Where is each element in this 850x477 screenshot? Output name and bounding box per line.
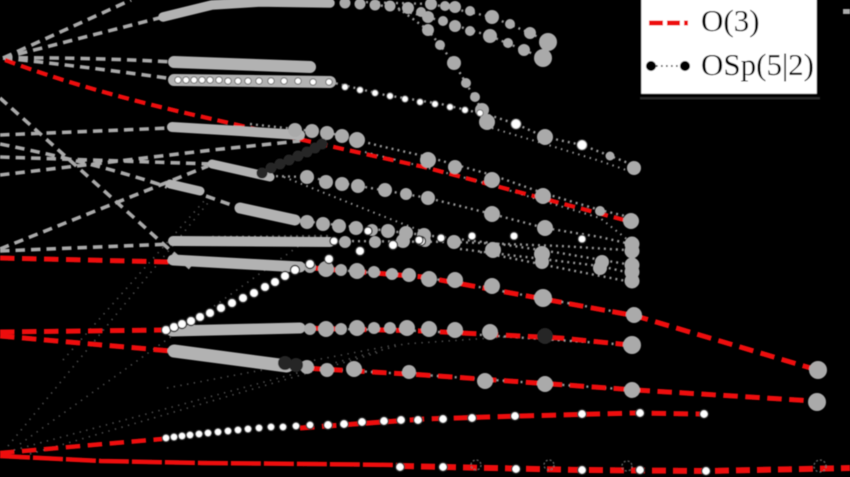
svg-text:OSp(5|2): OSp(5|2) (701, 47, 814, 82)
svg-text:O(3): O(3) (701, 3, 760, 38)
